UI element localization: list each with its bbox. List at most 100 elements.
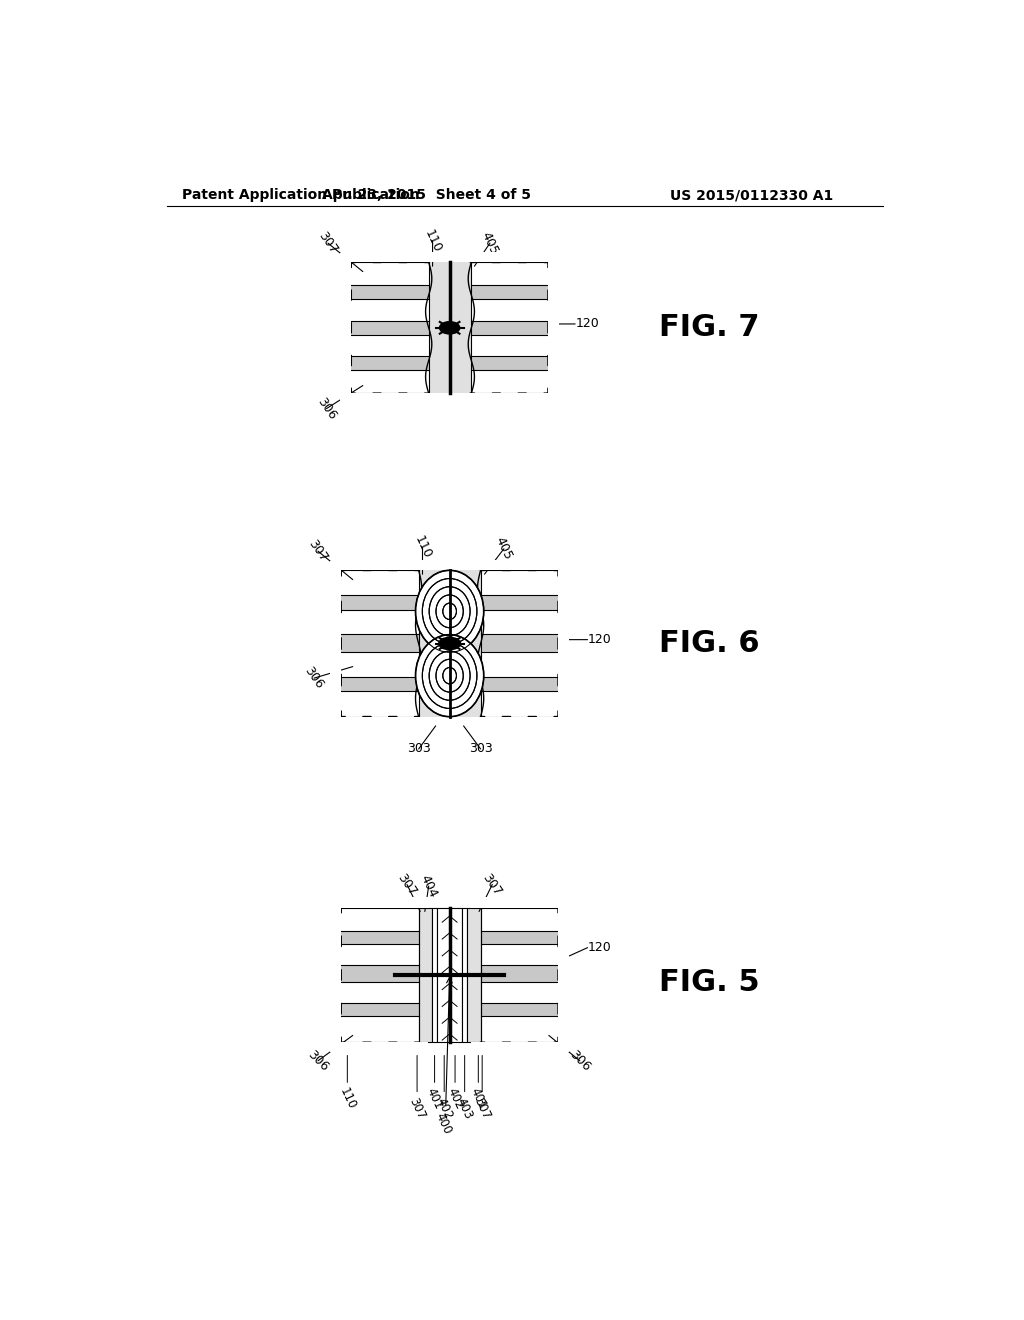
Text: 307: 307: [395, 871, 419, 898]
Bar: [471, 263, 548, 285]
Text: 110: 110: [337, 1086, 358, 1111]
Bar: [480, 1003, 558, 1016]
Bar: [471, 263, 548, 285]
Text: 303: 303: [469, 742, 493, 755]
Text: FIG. 5: FIG. 5: [658, 968, 760, 997]
Text: 401: 401: [424, 1086, 445, 1111]
Bar: [351, 300, 429, 321]
Text: 401: 401: [468, 1086, 488, 1111]
Bar: [480, 595, 558, 610]
Bar: [332, 896, 428, 908]
Text: 306: 306: [314, 395, 339, 422]
Bar: [480, 1016, 558, 1043]
Bar: [480, 570, 558, 595]
Bar: [351, 335, 429, 356]
Bar: [341, 908, 419, 931]
Text: 405: 405: [493, 535, 515, 562]
Bar: [351, 356, 429, 370]
Text: 402: 402: [444, 1086, 466, 1111]
Bar: [351, 335, 429, 356]
Text: 120: 120: [588, 634, 611, 647]
Bar: [480, 652, 558, 677]
Bar: [437, 908, 462, 1043]
Bar: [480, 908, 558, 931]
Bar: [341, 692, 419, 717]
Bar: [471, 335, 548, 356]
Text: 403: 403: [454, 1096, 475, 1121]
Text: 120: 120: [575, 317, 599, 330]
Bar: [341, 635, 419, 652]
Bar: [480, 931, 558, 944]
Bar: [341, 982, 419, 1003]
Ellipse shape: [416, 635, 483, 717]
Bar: [341, 982, 419, 1003]
Text: US 2015/0112330 A1: US 2015/0112330 A1: [671, 189, 834, 202]
Bar: [341, 944, 419, 965]
Bar: [471, 560, 567, 570]
Bar: [340, 253, 351, 403]
Bar: [341, 570, 419, 595]
Bar: [332, 717, 428, 727]
Bar: [558, 899, 569, 1052]
Bar: [480, 982, 558, 1003]
Text: 405: 405: [479, 230, 501, 256]
Text: Patent Application Publication: Patent Application Publication: [182, 189, 420, 202]
Text: 404: 404: [418, 873, 439, 899]
Bar: [480, 692, 558, 717]
Bar: [480, 692, 558, 717]
Bar: [471, 896, 567, 908]
Text: Apr. 23, 2015  Sheet 4 of 5: Apr. 23, 2015 Sheet 4 of 5: [322, 189, 530, 202]
Bar: [432, 908, 437, 1043]
Bar: [341, 652, 419, 677]
Text: 307: 307: [407, 1096, 428, 1121]
Bar: [351, 300, 429, 321]
Bar: [480, 1016, 558, 1043]
Text: 306: 306: [305, 1048, 331, 1074]
Bar: [419, 908, 432, 1043]
Bar: [341, 692, 419, 717]
Text: 120: 120: [588, 941, 611, 954]
Bar: [341, 652, 419, 677]
Bar: [429, 263, 471, 393]
Bar: [480, 610, 558, 635]
Bar: [341, 908, 419, 931]
Text: 306: 306: [567, 1048, 593, 1074]
Ellipse shape: [438, 638, 461, 649]
Bar: [341, 1003, 419, 1016]
Bar: [351, 370, 429, 393]
Bar: [480, 570, 558, 595]
Bar: [341, 595, 419, 610]
Bar: [471, 321, 548, 335]
Bar: [341, 1016, 419, 1043]
Bar: [480, 610, 558, 635]
Bar: [471, 285, 548, 300]
Bar: [471, 356, 548, 370]
Bar: [341, 570, 419, 595]
Bar: [480, 652, 558, 677]
Bar: [341, 610, 419, 635]
Bar: [341, 1016, 419, 1043]
Bar: [471, 717, 567, 727]
Bar: [480, 944, 558, 965]
Ellipse shape: [416, 570, 483, 652]
Bar: [351, 321, 429, 335]
Bar: [419, 570, 480, 717]
Bar: [471, 1043, 567, 1053]
Bar: [341, 965, 419, 982]
Bar: [341, 931, 419, 944]
Bar: [351, 263, 429, 285]
Bar: [341, 944, 419, 965]
Bar: [548, 253, 559, 403]
Bar: [471, 370, 548, 393]
Bar: [471, 300, 548, 321]
Text: 307: 307: [306, 537, 330, 565]
Bar: [462, 908, 467, 1043]
Bar: [342, 393, 438, 404]
Bar: [461, 393, 557, 404]
Bar: [332, 560, 428, 570]
Text: FIG. 7: FIG. 7: [658, 313, 760, 342]
Text: 110: 110: [412, 533, 433, 561]
Bar: [471, 300, 548, 321]
Bar: [471, 335, 548, 356]
Text: 303: 303: [407, 742, 430, 755]
